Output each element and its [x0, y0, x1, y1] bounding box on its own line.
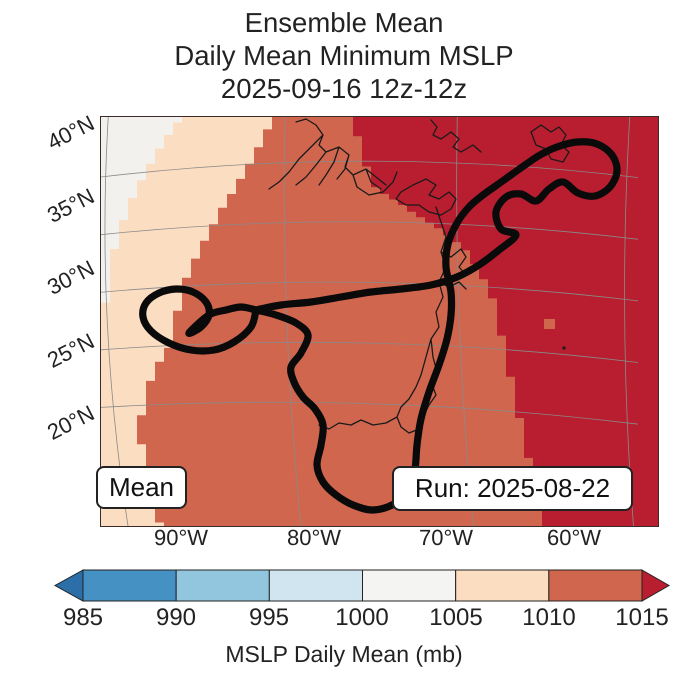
svg-text:25°N: 25°N: [43, 328, 98, 373]
svg-text:40°N: 40°N: [43, 110, 98, 155]
svg-text:20°N: 20°N: [43, 400, 98, 445]
svg-text:30°N: 30°N: [43, 255, 98, 300]
svg-text:35°N: 35°N: [43, 183, 98, 228]
